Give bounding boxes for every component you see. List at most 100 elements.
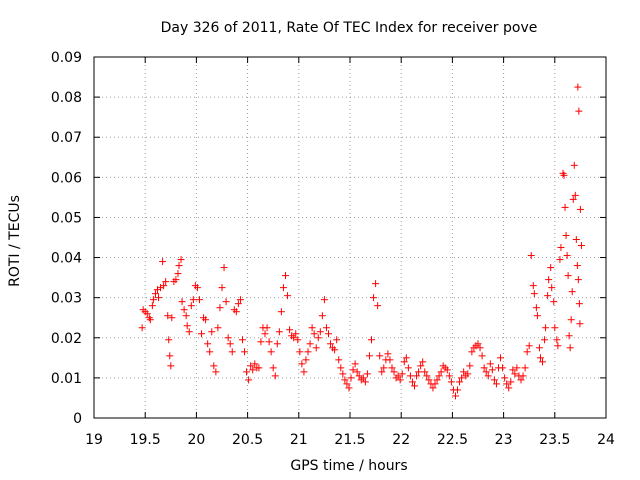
- data-point: [337, 364, 345, 372]
- data-point: [486, 360, 494, 368]
- data-point: [180, 306, 188, 314]
- data-point: [490, 376, 498, 384]
- data-point: [306, 340, 314, 348]
- data-point: [376, 352, 384, 360]
- x-tick-label: 22: [392, 432, 410, 448]
- data-point: [576, 320, 584, 328]
- data-point: [572, 236, 580, 244]
- data-point: [488, 366, 496, 374]
- y-tick-label: 0.01: [51, 371, 82, 387]
- data-point: [234, 300, 242, 308]
- x-tick-label: 24: [597, 432, 615, 448]
- data-point: [335, 356, 343, 364]
- data-point: [575, 300, 583, 308]
- data-point: [162, 278, 170, 286]
- data-point: [563, 252, 571, 260]
- x-tick-label: 23.5: [539, 432, 570, 448]
- data-point: [343, 380, 351, 388]
- data-point: [333, 336, 341, 344]
- data-point: [460, 368, 468, 376]
- data-point: [263, 324, 271, 332]
- data-point: [160, 282, 168, 290]
- data-point: [218, 284, 226, 292]
- x-axis-label: GPS time / hours: [290, 458, 407, 474]
- data-point: [302, 356, 310, 364]
- data-point: [556, 256, 564, 264]
- data-point: [312, 344, 320, 352]
- data-point: [238, 336, 246, 344]
- x-tick-label: 20: [187, 432, 205, 448]
- data-point: [182, 312, 190, 320]
- data-point: [560, 171, 568, 179]
- data-point: [261, 330, 269, 338]
- data-point: [541, 336, 549, 344]
- data-point: [372, 280, 380, 288]
- data-point: [509, 366, 517, 374]
- data-point: [525, 342, 533, 350]
- data-point: [349, 366, 357, 374]
- data-point: [177, 256, 185, 264]
- data-point: [269, 364, 277, 372]
- y-tick-label: 0.02: [51, 331, 82, 347]
- data-point: [388, 364, 396, 372]
- x-tick-label: 22.5: [437, 432, 468, 448]
- data-point: [214, 324, 222, 332]
- data-point: [281, 272, 289, 280]
- data-point: [222, 298, 230, 306]
- data-point: [178, 298, 186, 306]
- data-point: [183, 322, 191, 330]
- data-point: [576, 205, 584, 213]
- x-tick-label: 21: [290, 432, 308, 448]
- data-point: [353, 368, 361, 376]
- data-point: [423, 372, 431, 380]
- data-point: [551, 324, 559, 332]
- data-point: [359, 374, 367, 382]
- data-point: [187, 302, 195, 310]
- data-point: [298, 360, 306, 368]
- data-point: [149, 296, 157, 304]
- data-point: [404, 364, 412, 372]
- data-point: [569, 195, 577, 203]
- data-point: [431, 380, 439, 388]
- data-point: [429, 384, 437, 392]
- data-point: [501, 374, 509, 382]
- data-point: [517, 376, 525, 384]
- data-point: [363, 370, 371, 378]
- data-point: [476, 344, 484, 352]
- data-point: [564, 272, 572, 280]
- data-point: [374, 302, 382, 310]
- data-point: [532, 304, 540, 312]
- data-point: [185, 328, 193, 336]
- data-point: [202, 316, 210, 324]
- data-point: [480, 364, 488, 372]
- data-point: [236, 296, 244, 304]
- data-point: [143, 310, 151, 318]
- data-point: [574, 276, 582, 284]
- data-point: [206, 348, 214, 356]
- data-point: [224, 334, 232, 342]
- data-point: [484, 372, 492, 380]
- data-point: [290, 334, 298, 342]
- data-point: [243, 368, 251, 376]
- data-point: [249, 366, 257, 374]
- data-point: [554, 342, 562, 350]
- data-point: [378, 368, 386, 376]
- data-point: [208, 328, 216, 336]
- x-tick-label: 23: [495, 432, 513, 448]
- data-point: [314, 334, 322, 342]
- data-point: [355, 372, 363, 380]
- data-point: [570, 161, 578, 169]
- data-point: [394, 372, 402, 380]
- data-point: [396, 376, 404, 384]
- data-point: [331, 346, 339, 354]
- data-point: [411, 382, 419, 390]
- data-point: [159, 258, 167, 266]
- data-point: [168, 314, 176, 322]
- data-point: [536, 354, 544, 362]
- data-point: [247, 362, 255, 370]
- data-point: [468, 348, 476, 356]
- data-point: [553, 336, 561, 344]
- x-tick-label: 19: [85, 432, 103, 448]
- data-point: [324, 330, 332, 338]
- data-point: [292, 330, 300, 338]
